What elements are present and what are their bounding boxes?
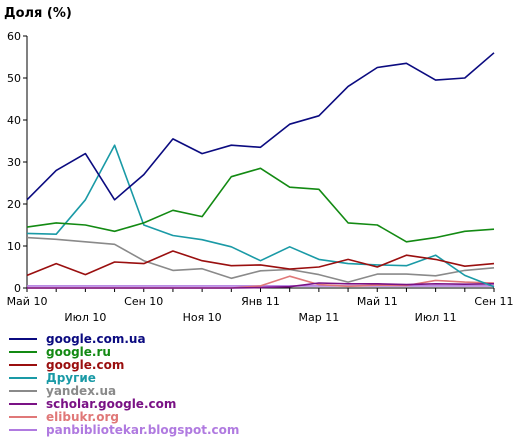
y-tick-label: 0 xyxy=(14,282,21,295)
x-tick-label: Май 11 xyxy=(357,295,398,308)
y-tick-label: 10 xyxy=(7,240,21,253)
series-lines xyxy=(26,52,495,289)
series-line-scholar-google-com xyxy=(27,282,495,289)
legend-label: yandex.ua xyxy=(46,384,116,398)
legend-label: panbibliotekar.blogspot.com xyxy=(46,423,239,437)
y-tick-label: 40 xyxy=(7,114,21,127)
series-line-google-com xyxy=(26,250,495,277)
legend-label: elibukr.org xyxy=(46,410,119,424)
series-line-другие xyxy=(26,144,495,288)
legend-label: google.ru xyxy=(46,345,111,359)
y-tick-label: 20 xyxy=(7,198,21,211)
x-tick-label: Июл 11 xyxy=(415,311,457,324)
y-tick-label: 60 xyxy=(7,30,21,43)
series-line-google-com-ua xyxy=(26,52,495,201)
x-tick-label: Июл 10 xyxy=(64,311,106,324)
legend: google.com.uagoogle.rugoogle.comДругиеya… xyxy=(9,332,239,437)
x-tick-label: Ноя 10 xyxy=(183,311,222,324)
y-axis: 0 10 20 30 40 50 60 xyxy=(7,30,27,295)
series-line-google-ru xyxy=(26,167,495,243)
x-tick-label: Май 10 xyxy=(7,295,48,308)
legend-label: google.com.ua xyxy=(46,332,146,346)
x-tick-label: Сен 10 xyxy=(124,295,163,308)
legend-label: scholar.google.com xyxy=(46,397,176,411)
legend-label: Другие xyxy=(46,371,96,385)
series-line-yandex-ua xyxy=(26,236,495,283)
x-tick-label: Янв 11 xyxy=(241,295,280,308)
y-tick-label: 50 xyxy=(7,72,21,85)
legend-label: google.com xyxy=(46,358,124,372)
x-tick-label: Сен 11 xyxy=(474,295,513,308)
y-axis-label: Доля (%) xyxy=(4,6,72,21)
y-tick-label: 30 xyxy=(7,156,21,169)
x-tick-label: Мар 11 xyxy=(299,311,340,324)
x-axis: Май 10 Сен 10 Янв 11 Май 11 Сен 11 Июл 10 Ноя … xyxy=(7,288,514,324)
